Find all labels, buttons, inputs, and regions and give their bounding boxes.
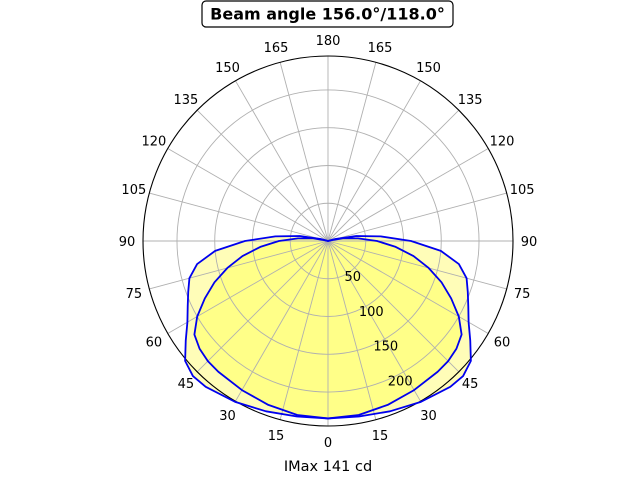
chart-title: Beam angle 156.0°/118.0° [210, 5, 445, 24]
angular-gridline [327, 109, 460, 242]
angular-gridline [235, 80, 329, 242]
angle-tick-label: 165 [264, 41, 289, 56]
angular-gridline [327, 62, 377, 242]
angle-tick-label: 90 [521, 235, 538, 250]
angle-tick-label: 75 [126, 287, 143, 302]
angular-gridline [279, 62, 329, 242]
angle-tick-label: 30 [219, 409, 236, 424]
angle-tick-label: 120 [490, 135, 515, 150]
angle-tick-label: 45 [462, 377, 479, 392]
angle-tick-label: 60 [146, 336, 163, 351]
series-line-1 [193, 237, 463, 420]
angular-gridline [196, 240, 329, 373]
series-lines [184, 235, 472, 420]
angle-tick-label: 165 [368, 41, 393, 56]
angular-gridline [327, 240, 377, 420]
angular-gridline [327, 240, 489, 334]
radial-tick-label: 150 [373, 340, 398, 355]
angle-tick-label: 75 [514, 287, 531, 302]
angular-gridline [327, 148, 489, 242]
angular-gridline [167, 240, 329, 334]
angular-gridline [149, 240, 329, 290]
angular-gridline [196, 109, 329, 242]
angular-gridline [279, 240, 329, 420]
angle-tick-label: 60 [494, 336, 511, 351]
angle-tick-label: 135 [173, 93, 198, 108]
angle-tick-label: 90 [119, 235, 136, 250]
radial-tick-label: 200 [388, 375, 413, 390]
angular-gridline [235, 240, 329, 402]
angle-tick-label: 0 [324, 436, 332, 451]
tick-labels: 0 15 30 45 60 75 90 105 120 135 150 165 180 165 150 135… [119, 34, 538, 451]
angular-gridline [327, 80, 421, 242]
angle-tick-label: 30 [420, 409, 437, 424]
angle-tick-label: 135 [458, 93, 483, 108]
angle-tick-label: 120 [142, 135, 167, 150]
angular-gridline [327, 240, 460, 373]
polar-grid [142, 55, 514, 427]
radial-tick-label: 100 [359, 305, 384, 320]
angular-gridline [327, 192, 507, 242]
angle-tick-label: 150 [416, 61, 441, 76]
angle-tick-label: 105 [510, 183, 535, 198]
angular-gridline [327, 240, 507, 290]
angular-gridline [149, 192, 329, 242]
angle-tick-label: 45 [178, 377, 195, 392]
polar-frame [142, 55, 514, 427]
x-axis-label: IMax 141 cd [284, 459, 372, 475]
angular-gridline [167, 148, 329, 242]
angle-tick-label: 15 [372, 429, 389, 444]
angle-tick-label: 15 [268, 429, 285, 444]
angle-tick-label: 180 [316, 34, 341, 49]
angular-gridline [327, 240, 421, 402]
angle-tick-label: 150 [215, 61, 240, 76]
chart-title-box: Beam angle 156.0°/118.0° [201, 0, 454, 28]
radial-tick-label: 50 [344, 270, 361, 285]
angle-tick-label: 105 [121, 183, 146, 198]
